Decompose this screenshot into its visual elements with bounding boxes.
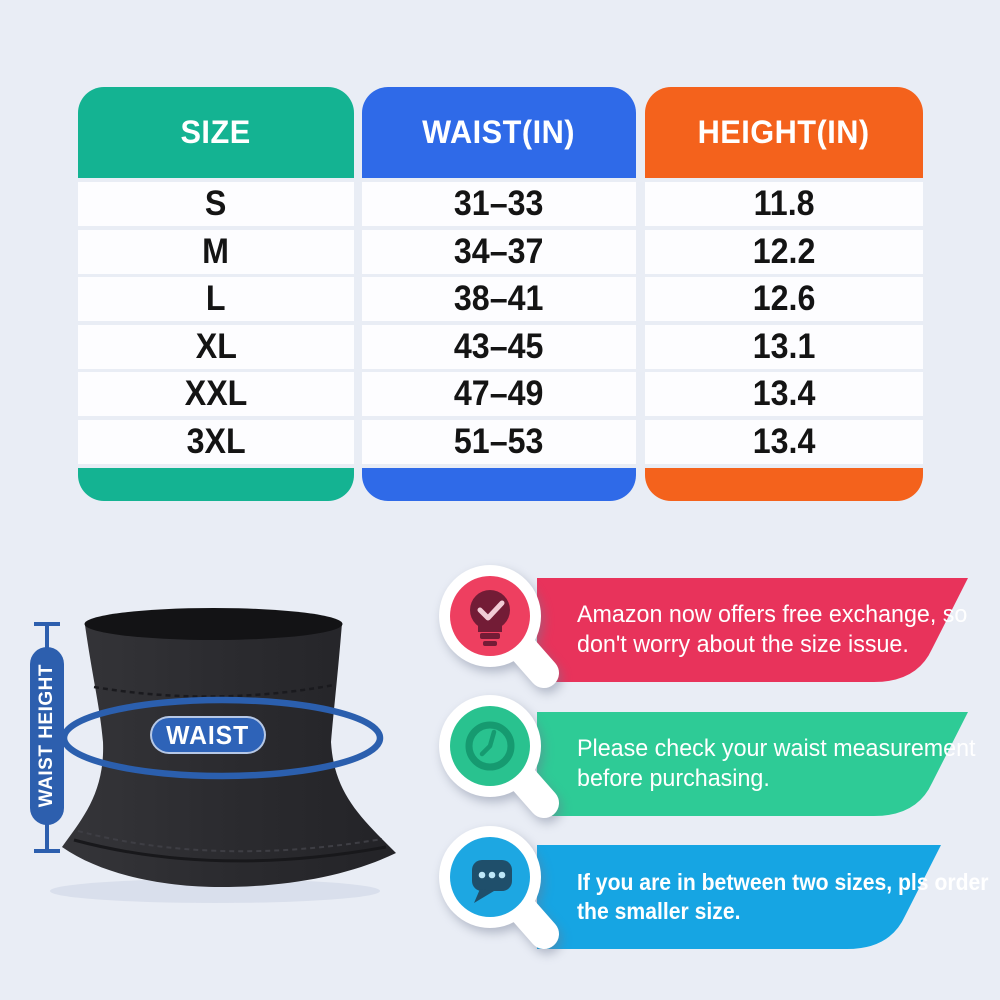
size-chart-column-waist: WAIST(IN) 31–33 34–37 38–41 43–45 47–49 … bbox=[362, 87, 636, 501]
table-cell: 3XL bbox=[78, 419, 354, 464]
column-header-label: SIZE bbox=[180, 114, 252, 150]
table-cell: 13.4 bbox=[645, 372, 923, 417]
callout-text-exchange: Amazon now offers free exchange, so don'… bbox=[577, 600, 968, 658]
callout-banner-exchange bbox=[537, 578, 968, 682]
hem-stitch bbox=[77, 830, 383, 853]
table-cell: M bbox=[78, 229, 354, 274]
waist-height-label-pill: WAIST HEIGHT bbox=[30, 647, 64, 825]
waist-label: WAIST bbox=[166, 719, 250, 750]
top-opening bbox=[84, 608, 343, 640]
column-header-height: HEIGHT(IN) bbox=[645, 87, 923, 178]
column-footer-cap bbox=[362, 467, 636, 501]
table-cell: 12.6 bbox=[645, 277, 923, 322]
waist-measure-ellipse bbox=[60, 696, 384, 780]
size-chart-column-height: HEIGHT(IN) 11.8 12.2 12.6 13.1 13.4 13.4 bbox=[645, 87, 923, 501]
table-cell: 34–37 bbox=[362, 229, 636, 274]
top-seam bbox=[93, 683, 335, 698]
callout-banner-between-sizes bbox=[537, 845, 941, 949]
table-cell: 31–33 bbox=[362, 182, 636, 226]
waist-trainer-diagram bbox=[34, 608, 396, 903]
table-cell: S bbox=[78, 182, 354, 226]
table-cell: L bbox=[78, 277, 354, 322]
column-header-label: HEIGHT(IN) bbox=[697, 114, 871, 150]
table-cell: 51–53 bbox=[362, 419, 636, 464]
table-cell: 12.2 bbox=[645, 229, 923, 274]
column-footer-cap bbox=[78, 467, 354, 501]
ground-shadow bbox=[50, 879, 380, 903]
table-cell: 47–49 bbox=[362, 372, 636, 417]
column-header-label: WAIST(IN) bbox=[422, 114, 576, 150]
column-header-size: SIZE bbox=[78, 87, 354, 178]
table-cell: 11.8 bbox=[645, 182, 923, 226]
table-cell: 13.1 bbox=[645, 324, 923, 369]
table-cell: 43–45 bbox=[362, 324, 636, 369]
callout-text-between-sizes: If you are in between two sizes, pls ord… bbox=[577, 869, 989, 924]
callout-text-measure: Please check your waist measurement befo… bbox=[577, 734, 976, 792]
lightbulb-check-icon bbox=[439, 565, 559, 688]
table-cell: 38–41 bbox=[362, 277, 636, 322]
size-chart-column-size: SIZE S M L XL XXL 3XL bbox=[78, 87, 354, 501]
clock-icon bbox=[439, 695, 559, 818]
table-cell: XL bbox=[78, 324, 354, 369]
hem-fold bbox=[73, 838, 387, 863]
chat-dots-icon bbox=[439, 826, 559, 949]
callout-banner-measure bbox=[537, 712, 968, 816]
waist-label-pill: WAIST bbox=[150, 716, 266, 754]
column-footer-cap bbox=[645, 467, 923, 501]
column-header-waist: WAIST(IN) bbox=[362, 87, 636, 178]
waist-height-label: WAIST HEIGHT bbox=[36, 664, 57, 808]
table-cell: 13.4 bbox=[645, 419, 923, 464]
column-cells-waist: 31–33 34–37 38–41 43–45 47–49 51–53 bbox=[362, 182, 636, 464]
column-cells-height: 11.8 12.2 12.6 13.1 13.4 13.4 bbox=[645, 182, 923, 464]
column-cells-size: S M L XL XXL 3XL bbox=[78, 182, 354, 464]
table-cell: XXL bbox=[78, 372, 354, 417]
